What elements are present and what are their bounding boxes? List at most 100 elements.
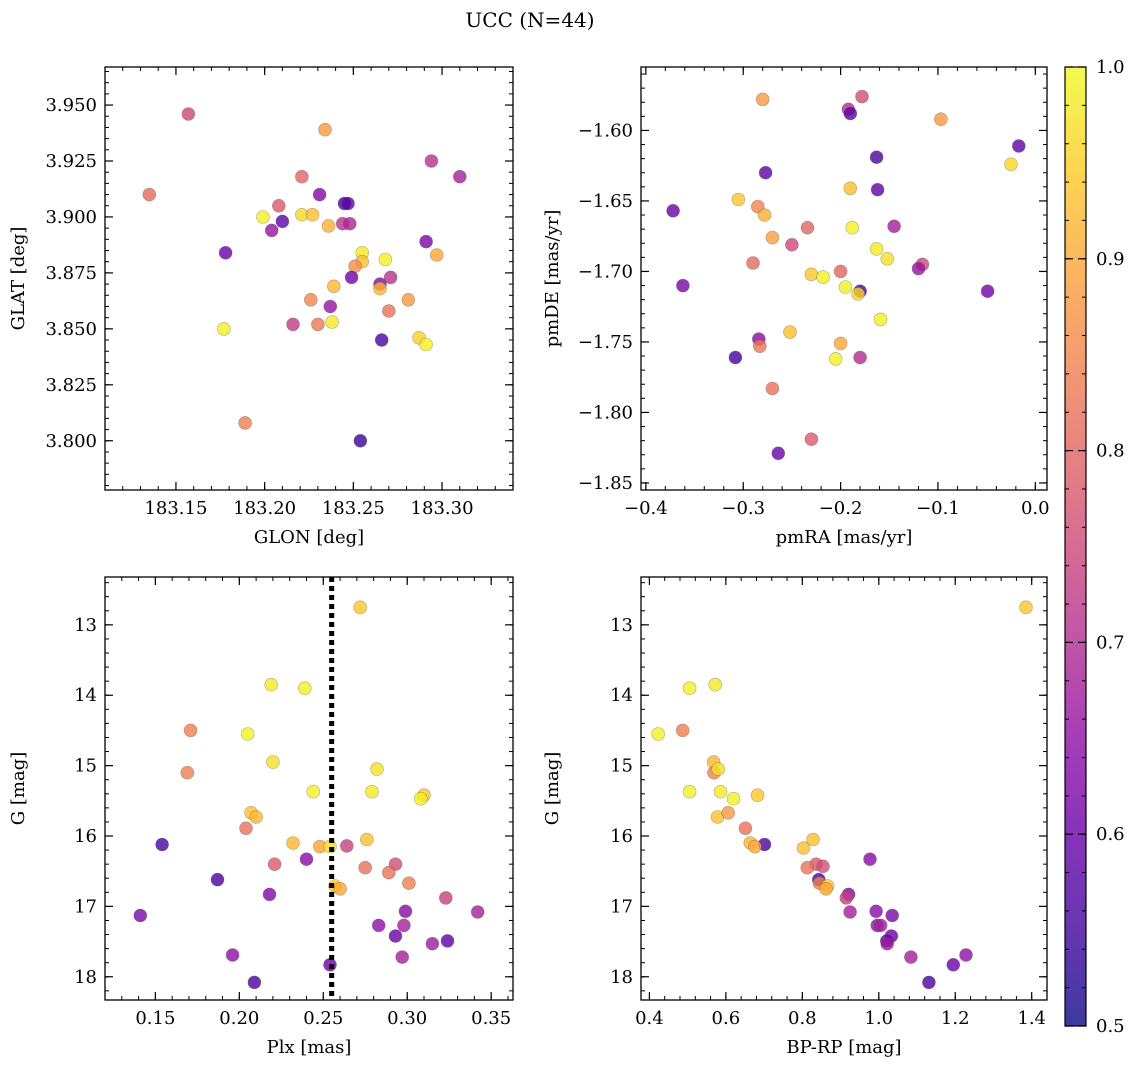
scatter-point xyxy=(758,165,773,180)
x-tick-label: 1.0 xyxy=(864,1008,893,1029)
scatter-point xyxy=(217,322,231,336)
scatter-point xyxy=(370,762,384,776)
scatter-point xyxy=(843,181,858,196)
scatter-point xyxy=(339,839,354,853)
colorbar-tick-label: 0.7 xyxy=(1096,632,1125,653)
scatter-point xyxy=(297,681,312,696)
x-tick-label: 0.4 xyxy=(635,1008,664,1029)
scatter-point xyxy=(785,237,799,252)
scatter-point xyxy=(911,261,926,276)
x-axis-label: pmRA [mas/yr] xyxy=(776,527,913,548)
scatter-point xyxy=(819,881,833,896)
y-tick-label: 18 xyxy=(610,967,633,988)
scatter-point xyxy=(398,904,413,919)
x-axis-label: Plx [mas] xyxy=(267,1037,352,1058)
axes-frame xyxy=(104,66,514,491)
colorbar-tick-label: 0.9 xyxy=(1096,249,1125,270)
scatter-point xyxy=(378,252,393,267)
scatter-point xyxy=(816,270,830,284)
scatter-point xyxy=(133,908,148,923)
scatter-point xyxy=(371,918,386,933)
scatter-point xyxy=(180,765,195,780)
scatter-point xyxy=(397,918,411,933)
scatter-point xyxy=(452,169,467,184)
x-tick-label: 0.15 xyxy=(135,1008,175,1029)
x-axis-label: GLON [deg] xyxy=(254,527,364,548)
scatter-point xyxy=(863,852,877,867)
scatter-point xyxy=(757,208,772,222)
scatter-point xyxy=(870,182,885,197)
figure-title: UCC (N=44) xyxy=(465,8,594,32)
scatter-point xyxy=(210,872,225,887)
panel-glon-glat: 183.15 183.20 183.25 183.30 3.800 3.825 3.850 3… xyxy=(8,66,514,548)
scatter-point xyxy=(869,242,884,256)
x-tick-label: 0.20 xyxy=(219,1008,259,1029)
scatter-point xyxy=(353,600,368,615)
scatter-point xyxy=(843,905,857,919)
scatter-point xyxy=(312,187,327,202)
scatter-point xyxy=(783,325,797,339)
scatter-point xyxy=(353,433,368,448)
scatter-point xyxy=(373,281,387,296)
scatter-point xyxy=(682,784,697,799)
scatter-point xyxy=(804,432,819,447)
scatter-point xyxy=(240,727,255,741)
scatter-point xyxy=(873,918,888,933)
scatter-point xyxy=(880,936,895,951)
x-tick-label: 0.35 xyxy=(471,1008,511,1029)
x-tick-label: −0.1 xyxy=(916,498,960,519)
scatter-point xyxy=(838,280,853,294)
scatter-point xyxy=(885,908,900,923)
x-tick-label: 0.6 xyxy=(712,1008,741,1029)
scatter-point xyxy=(922,975,936,990)
scatter-point xyxy=(934,112,948,126)
points-plx-g xyxy=(133,600,485,990)
scatter-point xyxy=(275,214,290,229)
x-tick-label: 1.4 xyxy=(1017,1008,1046,1029)
scatter-point xyxy=(887,219,901,234)
scatter-point xyxy=(771,446,786,461)
colorbar-tick-label: 0.5 xyxy=(1096,1016,1125,1037)
y-tick-label: 15 xyxy=(74,756,97,777)
scatter-point xyxy=(326,279,341,294)
x-tick-label: 183.15 xyxy=(144,498,207,519)
scatter-point xyxy=(873,312,888,327)
scatter-point xyxy=(880,251,895,266)
scatter-point xyxy=(360,832,374,847)
scatter-point xyxy=(419,337,433,352)
x-tick-label: 183.30 xyxy=(411,498,474,519)
scatter-point xyxy=(765,230,780,245)
scatter-point xyxy=(262,887,277,902)
scatter-point xyxy=(239,821,253,836)
y-tick-label: 3.950 xyxy=(45,95,97,116)
axes-frame xyxy=(640,66,1048,491)
scatter-point xyxy=(713,784,728,799)
y-tick-label: 15 xyxy=(610,756,633,777)
scatter-point xyxy=(959,948,973,962)
x-tick-label: 0.8 xyxy=(788,1008,817,1029)
scatter-point xyxy=(413,791,428,806)
scatter-point xyxy=(438,891,453,905)
scatter-point xyxy=(303,292,318,307)
y-tick-label: −1.85 xyxy=(578,473,633,494)
scatter-point xyxy=(806,832,820,847)
x-axis-label: BP-RP [mag] xyxy=(786,1037,901,1058)
scatter-point xyxy=(218,246,233,260)
y-tick-label: 13 xyxy=(610,615,633,636)
scatter-point xyxy=(286,836,300,850)
y-tick-label: 3.800 xyxy=(45,431,97,452)
scatter-point xyxy=(843,106,858,121)
panel-pmra-pmde: −0.4 −0.3 −0.2 −0.1 0.0 −1.85 −1.80 −1.75 −1.70 −… xyxy=(542,66,1050,548)
points-glon-glat xyxy=(142,107,467,448)
scatter-point xyxy=(321,219,336,233)
scatter-point xyxy=(425,936,440,951)
y-axis-label: GLAT [deg] xyxy=(8,227,29,331)
scatter-point xyxy=(295,169,309,184)
scatter-point xyxy=(1011,139,1026,153)
scatter-point xyxy=(225,948,240,962)
scatter-point xyxy=(305,207,320,222)
scatter-point xyxy=(708,677,723,692)
x-tick-label: 1.2 xyxy=(941,1008,970,1029)
x-tick-label: 0.0 xyxy=(1021,498,1050,519)
